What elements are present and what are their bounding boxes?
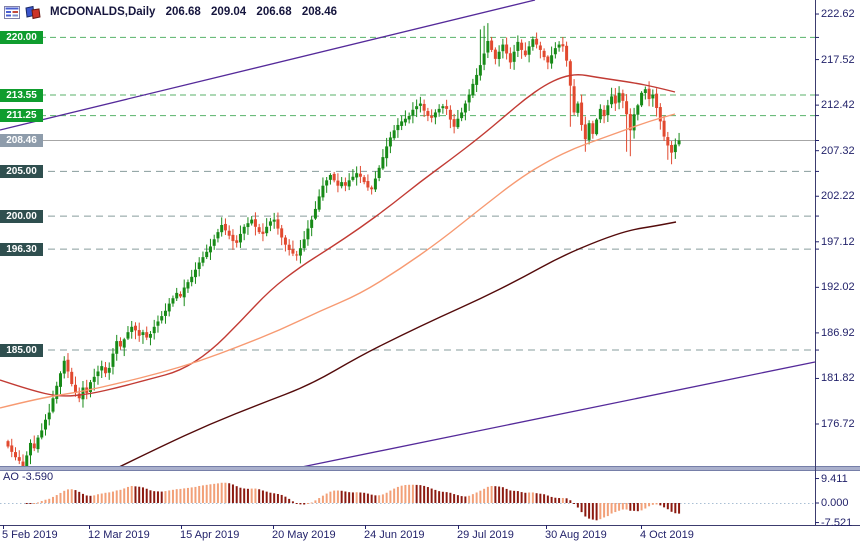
title-bar: MCDONALDS,Daily 206.68 209.04 206.68 208…: [4, 3, 337, 21]
slow-ma-line: [112, 221, 677, 471]
close-value: 208.46: [301, 6, 337, 18]
mid-ma-line: [0, 113, 676, 409]
pane-separator: [0, 467, 860, 470]
open-value: 206.68: [165, 6, 201, 18]
market-books-icon[interactable]: [24, 5, 41, 20]
low-value: 206.68: [256, 6, 292, 18]
ohlc-readout: MCDONALDS,Daily 206.68 209.04 206.68 208…: [50, 6, 337, 18]
fast-ma-line: [0, 74, 676, 397]
candlestick-series: [6, 23, 681, 471]
high-value: 209.04: [211, 6, 247, 18]
ao-indicator-readout: AO -3.590: [3, 471, 54, 483]
ao-histogram: [25, 482, 681, 521]
upper-channel-line: [0, 0, 536, 131]
lower-channel-line: [291, 361, 816, 470]
quotes-table-icon[interactable]: [4, 5, 21, 20]
symbol-period-label: MCDONALDS,Daily: [50, 6, 156, 18]
